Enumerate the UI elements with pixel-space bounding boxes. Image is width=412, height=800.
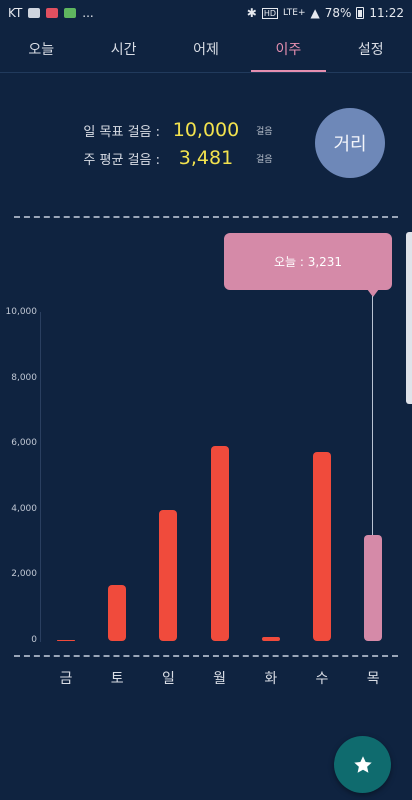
today-tooltip: 오늘 : 3,231 [224, 233, 392, 290]
x-tick-label: 목 [366, 671, 380, 687]
x-tick-label: 수 [315, 671, 329, 687]
favorite-button[interactable] [334, 736, 391, 793]
weekly-avg-value: 3,481 [178, 147, 234, 169]
carrier-label: KT [8, 6, 23, 20]
weekly-avg-unit: 걸음 [256, 154, 273, 165]
y-tick-label: 2,000 [11, 569, 37, 580]
y-tick-label: 4,000 [11, 503, 37, 514]
y-tick-label: 10,000 [5, 307, 38, 317]
battery-icon [356, 7, 365, 19]
x-tick-label: 토 [110, 671, 124, 687]
tab-today[interactable]: 오늘 [28, 42, 55, 58]
x-tick-label: 월 [213, 671, 227, 687]
bottom-dashed-divider [14, 655, 398, 657]
tab-time[interactable]: 시간 [110, 42, 137, 58]
app-icon [64, 8, 77, 18]
status-bar: KT ... ✱ HD LTE+ ▲ 78% 11:22 [0, 0, 412, 26]
x-tick-label: 화 [264, 671, 278, 687]
bar[interactable] [210, 445, 229, 641]
notification-icon [46, 8, 59, 18]
tab-bar: 오늘 시간 어제 이주 설정 [0, 26, 412, 72]
bar-today[interactable] [364, 535, 383, 641]
bar[interactable] [108, 585, 127, 641]
more-notifications: ... [82, 6, 94, 20]
bar[interactable] [159, 509, 178, 641]
bar[interactable] [57, 640, 75, 641]
status-left: KT ... [8, 6, 94, 20]
bluetooth-icon: ✱ [246, 6, 257, 20]
tab-settings[interactable]: 설정 [357, 42, 384, 58]
summary-panel: 일 목표 걸음 : 10,000 걸음 주 평균 걸음 : 3,481 걸음 [60, 116, 300, 172]
top-dashed-divider [14, 216, 398, 218]
tooltip-guide-line [372, 296, 373, 536]
y-tick-label: 8,000 [11, 372, 37, 383]
daily-goal-label: 일 목표 걸음 : [83, 124, 160, 140]
bar[interactable] [261, 637, 280, 641]
signal-icon: ▲ [310, 6, 320, 20]
weekly-avg-row: 주 평균 걸음 : 3,481 걸음 [60, 144, 300, 172]
battery-percent: 78% [324, 6, 352, 20]
clock: 11:22 [369, 6, 404, 20]
status-right: ✱ HD LTE+ ▲ 78% 11:22 [247, 6, 404, 20]
distance-button[interactable]: 거리 [315, 108, 385, 178]
tooltip-arrow [367, 289, 379, 297]
y-axis-line [40, 312, 41, 642]
tab-divider [0, 72, 412, 73]
x-tick-label: 금 [59, 671, 73, 687]
tab-yesterday[interactable]: 어제 [193, 42, 219, 58]
y-tick-label: 6,000 [11, 438, 37, 449]
daily-goal-row: 일 목표 걸음 : 10,000 걸음 [60, 116, 300, 144]
daily-goal-unit: 걸음 [256, 126, 273, 137]
star-icon [353, 755, 372, 773]
weekly-steps-chart: 오늘 : 3,231 0 2,000 4,000 6,000 8,000 10,000 금 토… [0, 228, 412, 698]
hd-icon: HD [261, 7, 278, 19]
x-tick-label: 일 [161, 671, 175, 687]
gallery-icon [28, 8, 41, 18]
scroll-handle[interactable] [406, 232, 412, 404]
network-label: LTE+ [283, 8, 306, 18]
bar[interactable] [313, 452, 331, 641]
tab-two-weeks[interactable]: 이주 [247, 26, 329, 72]
y-tick-label: 0 [31, 635, 37, 645]
daily-goal-value: 10,000 [172, 119, 240, 141]
weekly-avg-label: 주 평균 걸음 : [83, 152, 160, 168]
